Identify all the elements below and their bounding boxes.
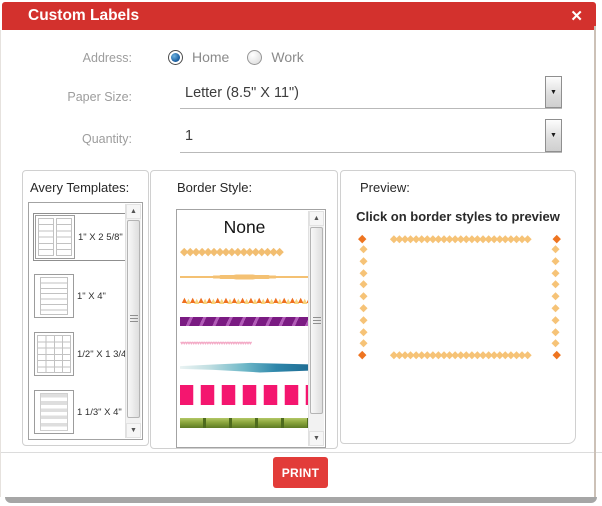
scroll-down-icon: ▼: [313, 435, 320, 442]
quantity-select[interactable]: 1 ▼: [180, 119, 562, 153]
diamond-border-right: ◆◆◆◆◆◆◆◆◆: [551, 244, 560, 350]
border-style-panel: Border Style: None ◆◆◆◆◆◆◆◆◆◆◆◆◆◆◆◆◆ ▲▲▲…: [150, 170, 338, 449]
border-preview: ◆ ◆◆◆◆◆◆◆◆◆◆◆◆◆◆◆◆◆◆◆◆◆◆◆◆◆ ◆ ◆◆◆◆◆◆◆◆◆ …: [358, 233, 561, 361]
paper-size-value: Letter (8.5" X 11"): [185, 85, 299, 101]
template-label: 1" X 4": [77, 290, 106, 302]
preview-hint: Click on border styles to preview: [356, 209, 560, 224]
dialog-header: Custom Labels ✕: [2, 2, 596, 30]
close-icon[interactable]: ✕: [570, 8, 583, 25]
template-thumbnail: [34, 274, 74, 318]
dialog-left-border: [0, 30, 1, 497]
border-style-swatch[interactable]: [180, 418, 309, 428]
radio-work-label[interactable]: Work: [271, 49, 304, 65]
border-scrollbar[interactable]: ▲ ▼: [308, 211, 324, 446]
template-label: 1 1/3" X 4": [77, 406, 122, 418]
avery-template-item[interactable]: 1/2" X 1 3/4": [33, 331, 133, 377]
template-thumbnail: [35, 215, 75, 259]
avery-templates-heading: Avery Templates:: [30, 180, 130, 195]
corner-diamond-icon: ◆: [552, 233, 561, 245]
border-style-list: None ◆◆◆◆◆◆◆◆◆◆◆◆◆◆◆◆◆ ▲▲▲▲▲▲▲▲▲▲▲▲▲▲▲▲ …: [176, 209, 326, 448]
avery-template-item[interactable]: 1" X 2 5/8": [33, 213, 127, 261]
diamond-border-bottom: ◆◆◆◆◆◆◆◆◆◆◆◆◆◆◆◆◆◆◆◆◆◆◆◆◆: [389, 349, 532, 361]
print-button[interactable]: PRINT: [273, 457, 328, 488]
template-thumbnail: [34, 390, 74, 434]
footer-separator: [0, 452, 602, 453]
dialog-bottom-border: [5, 497, 597, 503]
preview-heading: Preview:: [360, 180, 410, 195]
scrollbar-thumb[interactable]: [310, 227, 323, 414]
dropdown-arrow-icon: ▼: [550, 132, 557, 139]
avery-template-item[interactable]: 1 1/3" X 4": [33, 389, 125, 435]
radio-home-label[interactable]: Home: [192, 49, 230, 65]
quantity-value: 1: [185, 128, 194, 144]
border-style-swatch[interactable]: ▲▲▲▲▲▲▲▲▲▲▲▲▲▲▲▲ ▲▲▲▲▲▲▲▲▲▲▲▲▲▲▲▲: [180, 295, 309, 306]
border-style-swatch[interactable]: [180, 317, 309, 326]
border-style-swatch[interactable]: ♥♥♥♥♥♥♥♥♥♥♥♥♥♥♥♥♥♥♥♥♥♥♥♥♥♥♥♥♥♥: [180, 341, 252, 347]
radio-home[interactable]: [168, 49, 183, 65]
scrollbar-thumb[interactable]: [127, 220, 140, 418]
avery-template-item[interactable]: 1" X 4": [33, 273, 109, 319]
avery-templates-panel: Avery Templates: 1" X 2 5/8" 1" X 4" 1/2…: [22, 170, 149, 446]
border-style-swatch[interactable]: [180, 272, 309, 282]
diamond-border-left: ◆◆◆◆◆◆◆◆◆: [359, 244, 368, 350]
border-style-heading: Border Style:: [177, 180, 253, 195]
quantity-dropdown-button[interactable]: ▼: [545, 119, 562, 152]
template-label: 1/2" X 1 3/4": [77, 348, 130, 360]
radio-work[interactable]: [247, 49, 263, 65]
avery-scrollbar[interactable]: ▲ ▼: [125, 204, 141, 438]
preview-panel: Preview: Click on border styles to previ…: [340, 170, 576, 444]
paper-size-select[interactable]: Letter (8.5" X 11") ▼: [180, 76, 562, 109]
diamond-border-top: ◆◆◆◆◆◆◆◆◆◆◆◆◆◆◆◆◆◆◆◆◆◆◆◆◆: [389, 233, 532, 245]
border-style-swatch[interactable]: ◆◆◆◆◆◆◆◆◆◆◆◆◆◆◆◆◆: [180, 246, 284, 258]
dialog-title: Custom Labels: [28, 7, 140, 24]
scroll-down-icon: ▼: [130, 427, 137, 434]
border-style-swatch[interactable]: [180, 362, 309, 373]
template-thumbnail: [34, 332, 74, 376]
template-label: 1" X 2 5/8": [78, 231, 123, 243]
border-style-none[interactable]: None: [223, 217, 266, 237]
quantity-label: Quantity:: [81, 132, 132, 146]
address-label: Address:: [82, 51, 132, 65]
dialog-right-border: [594, 26, 596, 498]
border-style-swatch[interactable]: [180, 385, 309, 405]
scroll-down-button[interactable]: ▼: [309, 431, 324, 446]
corner-diamond-icon: ◆: [358, 233, 367, 245]
scroll-down-button[interactable]: ▼: [126, 423, 141, 438]
address-radio-group: Home Work: [168, 49, 322, 65]
corner-diamond-icon: ◆: [358, 349, 367, 361]
scroll-up-icon: ▲: [130, 208, 137, 215]
paper-size-dropdown-button[interactable]: ▼: [545, 76, 562, 108]
corner-diamond-icon: ◆: [552, 349, 561, 361]
scroll-up-button[interactable]: ▲: [126, 204, 141, 219]
avery-templates-list: 1" X 2 5/8" 1" X 4" 1/2" X 1 3/4" 1 1/3"…: [28, 202, 143, 440]
dropdown-arrow-icon: ▼: [550, 88, 557, 96]
scroll-up-icon: ▲: [313, 215, 320, 222]
scroll-up-button[interactable]: ▲: [309, 211, 324, 226]
paper-size-label: Paper Size:: [67, 90, 132, 104]
